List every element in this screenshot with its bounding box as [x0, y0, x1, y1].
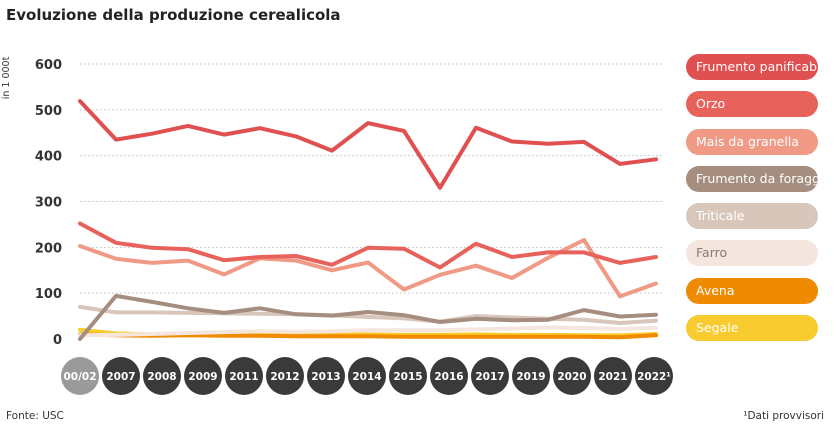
x-category-marker [225, 357, 263, 395]
legend-item: Farro [686, 240, 818, 267]
x-tick-label: 2019 [516, 371, 545, 383]
series-line-farro [78, 325, 658, 338]
x-tick-label: 2020 [557, 371, 586, 383]
x-tick-label: 2021 [598, 371, 627, 383]
y-tick-label: 300 [35, 196, 62, 211]
legend-item: Segale [686, 315, 818, 342]
x-category-marker [430, 357, 468, 395]
y-tick-label: 100 [35, 287, 62, 302]
x-tick-label: 2015 [393, 371, 422, 383]
chart-title: Evoluzione della produzione cerealicola [6, 6, 341, 24]
x-category-marker [512, 357, 550, 395]
x-category-marker [348, 357, 386, 395]
x-category-marker [184, 357, 222, 395]
x-tick-label: 2016 [434, 371, 463, 383]
legend-item: Mais da granella [686, 128, 818, 155]
x-tick-label: 00/02 [63, 371, 96, 383]
x-category-marker [266, 357, 304, 395]
y-tick-label: 500 [35, 104, 62, 119]
y-tick-label: 600 [35, 58, 62, 73]
x-tick-label: 2008 [147, 371, 176, 383]
x-category-marker [143, 357, 181, 395]
series-line-triticale [78, 304, 658, 325]
x-tick-label: 2014 [352, 371, 381, 383]
y-tick-label: 0 [53, 333, 62, 348]
y-tick-label: 400 [35, 150, 62, 165]
series-line-frumento-panificabile [78, 99, 658, 190]
y-axis-label: in 1 000t [1, 56, 12, 99]
x-category-marker [389, 357, 427, 395]
y-tick-label: 200 [35, 241, 62, 256]
x-category-marker [635, 357, 673, 395]
x-category-marker [594, 357, 632, 395]
legend: Frumento panificabile Orzo Mais da granell… [686, 54, 832, 352]
legend-item: Avena [686, 277, 818, 304]
series-line-avena [78, 332, 658, 340]
x-tick-label: 2011 [229, 371, 258, 383]
footnote: ¹Dati provvisori [743, 410, 824, 422]
x-category-marker [471, 357, 509, 395]
x-tick-label: 2007 [106, 371, 135, 383]
x-category-marker [102, 357, 140, 395]
x-tick-label: 2022¹ [637, 371, 671, 383]
series-line-orzo [78, 221, 658, 270]
series-line-frumento-da-foraggio [78, 293, 658, 341]
x-tick-label: 2009 [188, 371, 217, 383]
legend-item: Frumento da foraggio [686, 165, 831, 192]
source-note: Fonte: USC [6, 410, 64, 422]
x-tick-label: 2012 [270, 371, 299, 383]
x-tick-label: 2013 [311, 371, 340, 383]
legend-item: Triticale [686, 203, 818, 230]
x-category-marker [61, 357, 99, 395]
legend-item: Frumento panificabile [686, 54, 832, 80]
x-category-marker [307, 357, 345, 395]
legend-item: Orzo [686, 91, 818, 118]
x-category-marker [553, 357, 591, 395]
x-tick-label: 2017 [475, 371, 504, 383]
